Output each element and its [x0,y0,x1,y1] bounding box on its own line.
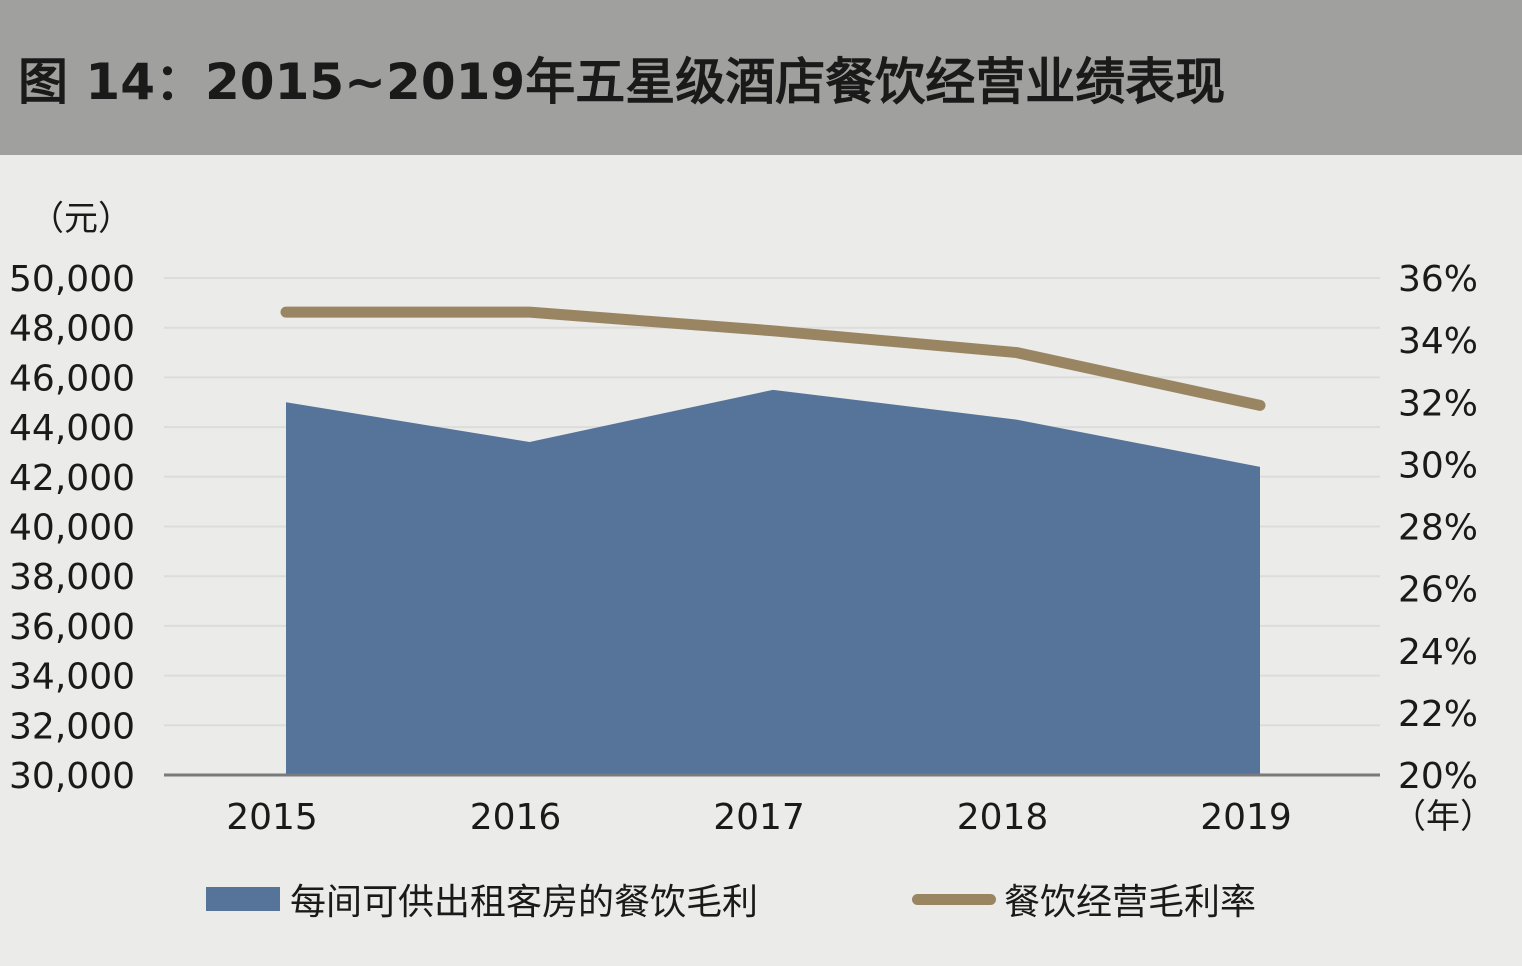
x-tick-label: 2018 [957,797,1049,838]
legend-label-area: 每间可供出租客房的餐饮毛利 [290,882,759,923]
y2-tick-label: 32% [1398,383,1478,424]
chart-canvas: 30,000 32,000 34,000 36,000 38,000 40,000 42,0… [9,199,1494,838]
legend-label-line: 餐饮经营毛利率 [1004,882,1257,923]
x-axis-ticks: 2015 2016 2017 2018 2019 [226,797,1292,838]
y-tick-label: 48,000 [9,309,135,350]
y-tick-label: 34,000 [9,657,135,698]
y-tick-label: 30,000 [9,756,135,797]
y2-tick-label: 34% [1398,321,1478,362]
title-bar: 图 14：2015~2019年五星级酒店餐饮经营业绩表现 [0,0,1522,155]
y2-tick-label: 20% [1398,756,1478,797]
y2-tick-label: 28% [1398,508,1478,549]
y-tick-label: 36,000 [9,607,135,648]
line-series [280,306,1266,411]
x-tick-label: 2015 [226,797,318,838]
y2-tick-label: 36% [1398,259,1478,300]
y-axis-unit: （元） [30,199,132,239]
area-series [286,389,1260,775]
right-axis-ticks: 20% 22% 24% 26% 28% 30% 32% 34% 36% [1398,259,1478,797]
area-fill [286,389,1260,775]
y-tick-label: 32,000 [9,706,135,747]
left-axis-ticks: 30,000 32,000 34,000 36,000 38,000 40,000 42,0… [9,259,135,797]
y2-tick-label: 26% [1398,570,1478,611]
legend-item-area: 每间可供出租客房的餐饮毛利 [206,872,758,926]
legend-swatch-area [206,887,280,911]
legend-swatch-line [912,893,996,905]
y-tick-label: 44,000 [9,408,135,449]
x-tick-label: 2017 [713,797,805,838]
y2-tick-label: 22% [1398,694,1478,735]
x-tick-label: 2016 [470,797,562,838]
y-tick-label: 42,000 [9,458,135,499]
y-tick-label: 40,000 [9,508,135,549]
legend-item-line: 餐饮经营毛利率 [912,872,1256,926]
y2-tick-label: 24% [1398,632,1478,673]
y-tick-label: 38,000 [9,557,135,598]
x-axis-unit: （年） [1392,797,1494,837]
x-tick-label: 2019 [1200,797,1292,838]
y-tick-label: 50,000 [9,259,135,300]
y-tick-label: 46,000 [9,358,135,399]
chart-title: 图 14：2015~2019年五星级酒店餐饮经营业绩表现 [18,53,1226,111]
y2-tick-label: 30% [1398,445,1478,486]
